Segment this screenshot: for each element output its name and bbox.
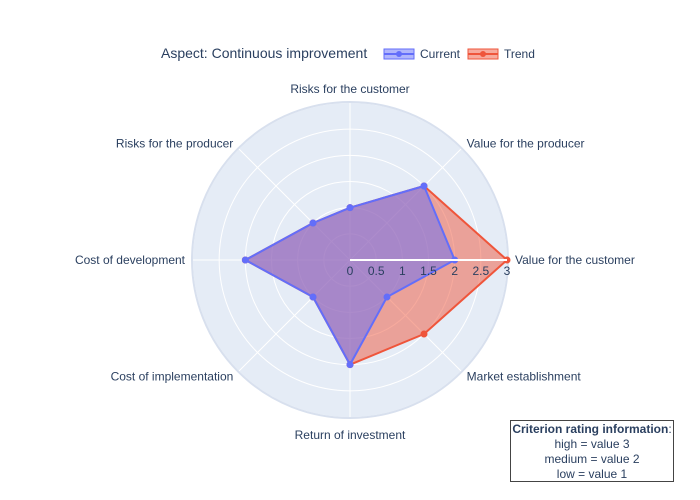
data-point (241, 256, 249, 264)
radial-ticks: 0 0.5 1 1.5 2 2.5 3 (347, 259, 511, 278)
data-point (346, 204, 354, 212)
criterion-info-box: Criterion rating information: high = val… (510, 420, 674, 482)
info-title-line: Criterion rating information: (511, 422, 673, 437)
data-point (420, 330, 428, 338)
data-point (346, 361, 354, 369)
data-point (420, 182, 428, 190)
angular-label: Cost of implementation (111, 370, 234, 384)
info-line-high: high = value 3 (554, 437, 630, 451)
radial-tick-label: 3 (504, 264, 511, 278)
legend[interactable]: Current Trend (383, 47, 535, 61)
info-line-medium: medium = value 2 (544, 452, 640, 466)
data-point (309, 293, 317, 301)
radial-tick-label: 0 (347, 264, 354, 278)
radial-tick-label: 2 (451, 264, 458, 278)
legend-label-trend: Trend (504, 47, 535, 61)
angular-label: Cost of development (75, 253, 186, 267)
chart-title: Aspect: Continuous improvement (161, 45, 367, 61)
angular-labels: Value for the customer Value for the prod… (75, 82, 635, 442)
radial-tick-label: 1.5 (420, 264, 437, 278)
angular-label: Market establishment (467, 370, 582, 384)
radial-tick-label: 0.5 (368, 264, 385, 278)
data-point (309, 219, 317, 227)
data-point (383, 293, 391, 301)
info-title-colon: : (668, 422, 672, 436)
radial-tick-label: 2.5 (472, 264, 489, 278)
series-current (241, 182, 459, 369)
legend-label-current: Current (420, 47, 461, 61)
angular-label: Value for the customer (515, 253, 635, 267)
angular-label: Return of investment (295, 428, 406, 442)
legend-item-current[interactable]: Current (383, 47, 461, 61)
info-line-low: low = value 1 (556, 467, 628, 481)
legend-item-trend[interactable]: Trend (467, 47, 535, 61)
angular-label: Risks for the customer (290, 82, 409, 96)
info-title: Criterion rating information (512, 422, 669, 436)
series-layer (241, 182, 511, 369)
angular-label: Risks for the producer (116, 136, 233, 150)
radial-tick-label: 1 (399, 264, 406, 278)
angular-label: Value for the producer (467, 136, 585, 150)
